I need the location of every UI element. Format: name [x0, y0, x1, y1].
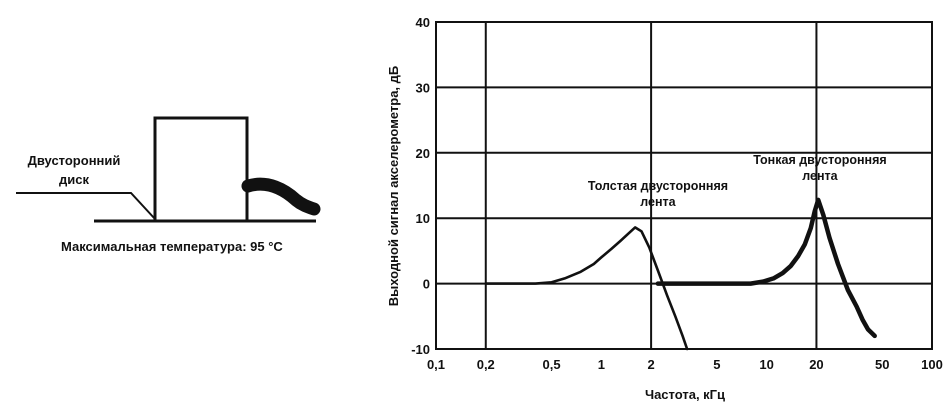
x-tick-label: 0,1	[427, 357, 445, 372]
disk-label-line2: диск	[59, 172, 89, 187]
chart: 0,1 0,2 0,5 1 2 5 10 20 50 100 -10 0 10 20 30 40 Толст…	[386, 15, 943, 402]
series-line-2	[655, 197, 877, 339]
x-tick-label: 10	[759, 357, 773, 372]
x-tick-label: 0,5	[543, 357, 561, 372]
max-temperature-caption: Максимальная температура: 95 °С	[61, 239, 283, 254]
plot-frame	[435, 21, 933, 350]
mounting-diagram: Двусторонний диск Максимальная температу…	[16, 116, 321, 254]
series-layer	[484, 197, 877, 351]
curve-annotation-1: Толстая двусторонняя	[588, 179, 728, 193]
y-tick-label: 10	[416, 211, 430, 226]
x-tick-label: 50	[875, 357, 889, 372]
x-tick-label: 100	[921, 357, 943, 372]
x-tick-label: 5	[713, 357, 720, 372]
y-tick-label: 0	[423, 277, 430, 292]
y-tick-label: -10	[411, 342, 430, 357]
curve-annotation-2: Тонкая двусторонняя	[753, 153, 886, 167]
disk-leader-line	[16, 192, 156, 220]
x-axis-label: Частота, кГц	[645, 387, 725, 402]
x-tick-label: 1	[598, 357, 605, 372]
cable-icon	[241, 177, 321, 216]
x-tick-label: 20	[809, 357, 823, 372]
x-tick-labels: 0,1 0,2 0,5 1 2 5 10 20 50 100	[427, 357, 943, 372]
y-tick-label: 30	[416, 80, 430, 95]
y-axis-label: Выходной сигнал акселерометра, дБ	[386, 66, 401, 307]
curve-annotations: Толстая двусторонняя лента Тонкая двусторо…	[588, 153, 887, 209]
x-tick-label: 0,2	[477, 357, 495, 372]
curve-annotation-1: лента	[640, 195, 676, 209]
curve-annotation-2: лента	[802, 169, 838, 183]
y-tick-labels: -10 0 10 20 30 40	[411, 15, 430, 357]
accelerometer-block	[153, 116, 249, 223]
series-line-1	[484, 226, 689, 351]
disk-label-line1: Двусторонний	[28, 153, 121, 168]
x-tick-label: 2	[647, 357, 654, 372]
y-tick-label: 20	[416, 146, 430, 161]
y-tick-label: 40	[416, 15, 430, 30]
